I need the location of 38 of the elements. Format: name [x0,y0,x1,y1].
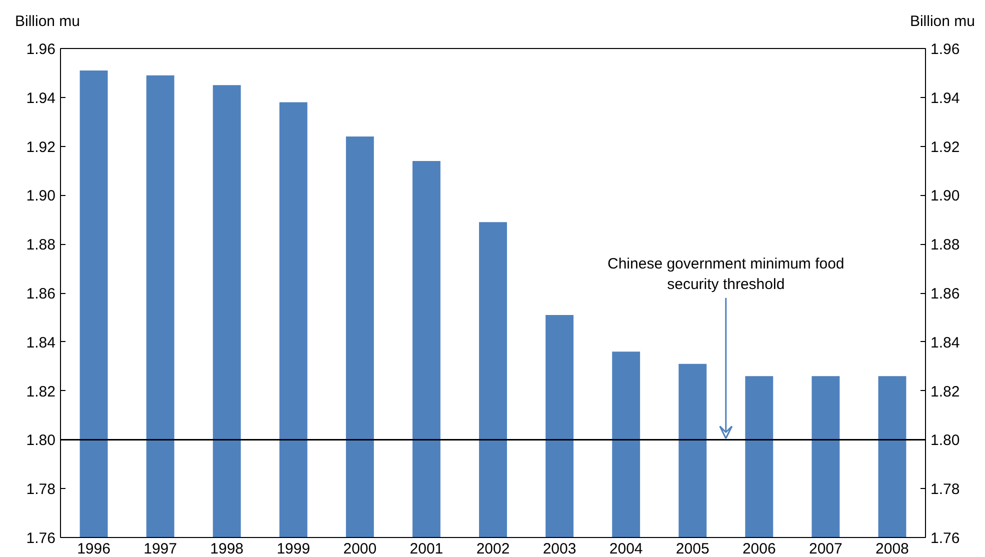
y-tick-label: 1.84 [26,334,56,352]
x-tick-label: 2007 [809,540,842,557]
y-tick-label: 1.80 [26,432,56,450]
x-tick-label: 1998 [210,540,244,557]
y2-tick-label: 1.86 [930,286,960,302]
y2-tick-label: 1.80 [930,432,960,450]
y-tick-label: 1.76 [26,530,56,547]
y2-tick-label: 1.82 [930,383,960,400]
y2-tick-label: 1.78 [930,481,960,498]
x-tick-label: 2001 [410,540,444,557]
y-axis-title: Billion mu [15,12,80,32]
ref-line-label: Chinese government minimum food security threshold [607,256,844,293]
y2-tick-label: 1.84 [930,334,960,352]
x-tick-label: 2003 [542,540,576,557]
y2-tick-label: 1.92 [930,138,960,156]
y-tick-label: 1.78 [26,481,56,498]
x-tick-label: 2000 [343,540,377,557]
y-tick-label: 1.94 [26,90,56,107]
y2-tick-label: 1.96 [930,41,960,58]
y2-tick-label: 1.76 [930,530,960,547]
x-tick-label: 1997 [144,540,177,557]
x-tick-label: 2004 [609,540,643,557]
y2-tick-label: 1.88 [930,236,960,254]
x-tick-label: 2008 [876,540,909,557]
y-tick-label: 1.96 [26,41,56,58]
y-tick-label: 1.92 [26,138,56,156]
x-tick-label: 2006 [742,540,776,557]
x-tick-label: 2005 [676,540,710,557]
y2-tick-label: 1.94 [930,90,960,107]
y-tick-label: 1.90 [26,188,56,205]
y2-tick-label: 1.90 [930,188,960,205]
x-tick-label: 2002 [476,540,510,557]
y-tick-label: 1.86 [26,286,56,302]
x-tick-label: 1996 [77,540,110,557]
y2-axis-title: Billion mu [910,12,975,32]
y-tick-label: 1.88 [26,236,56,254]
x-tick-label: 1999 [276,540,310,557]
y-tick-label: 1.82 [26,383,56,400]
